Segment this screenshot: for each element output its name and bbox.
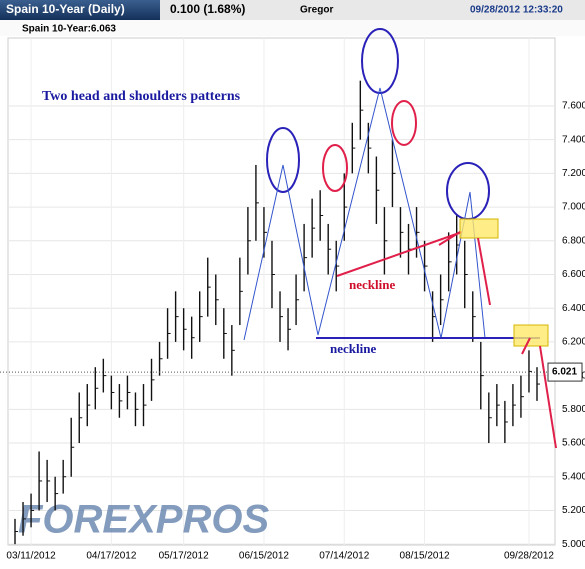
user: Gregor: [300, 5, 333, 16]
plot-area: [7, 37, 556, 546]
y-tick-label: 5.000: [562, 539, 585, 550]
last-price-label: 6.021: [552, 367, 577, 378]
timestamp: 09/28/2012 12:33:20: [470, 5, 563, 16]
watermark: FOREXPROS: [18, 498, 269, 542]
y-tick-label: 7.200: [562, 168, 585, 179]
change: 0.100 (1.68%): [170, 2, 245, 16]
x-tick-label: 07/14/2012: [319, 551, 369, 562]
y-tick-label: 7.600: [562, 101, 585, 112]
y-tick-label: 5.400: [562, 471, 585, 482]
x-tick-label: 06/15/2012: [239, 551, 289, 562]
annotation: neckline: [349, 277, 395, 292]
x-tick-label: 04/17/2012: [86, 551, 136, 562]
y-tick-label: 6.400: [562, 303, 585, 314]
y-tick-label: 5.200: [562, 505, 585, 516]
subheader: [0, 20, 585, 36]
header-tab: [0, 0, 160, 20]
y-tick-label: 6.800: [562, 235, 585, 246]
chart-title: Spain 10-Year:6.063: [22, 24, 116, 35]
last-price-box: [547, 362, 583, 382]
y-tick-label: 5.600: [562, 438, 585, 449]
y-tick-label: 5.800: [562, 404, 585, 415]
y-tick-label: 6.600: [562, 269, 585, 280]
x-tick-label: 05/17/2012: [159, 551, 209, 562]
x-tick-label: 09/28/2012: [504, 551, 554, 562]
annotation-shapes: [243, 28, 557, 449]
x-tick-label: 08/15/2012: [400, 551, 450, 562]
y-tick-label: 6.200: [562, 337, 585, 348]
annotation: neckline: [330, 341, 376, 356]
y-tick-label: 7.400: [562, 134, 585, 145]
y-tick-label: 7.000: [562, 202, 585, 213]
annotation: Two head and shoulders patterns: [42, 89, 241, 104]
instrument: Spain 10-Year (Daily): [6, 2, 125, 16]
x-tick-label: 03/11/2012: [6, 551, 56, 562]
